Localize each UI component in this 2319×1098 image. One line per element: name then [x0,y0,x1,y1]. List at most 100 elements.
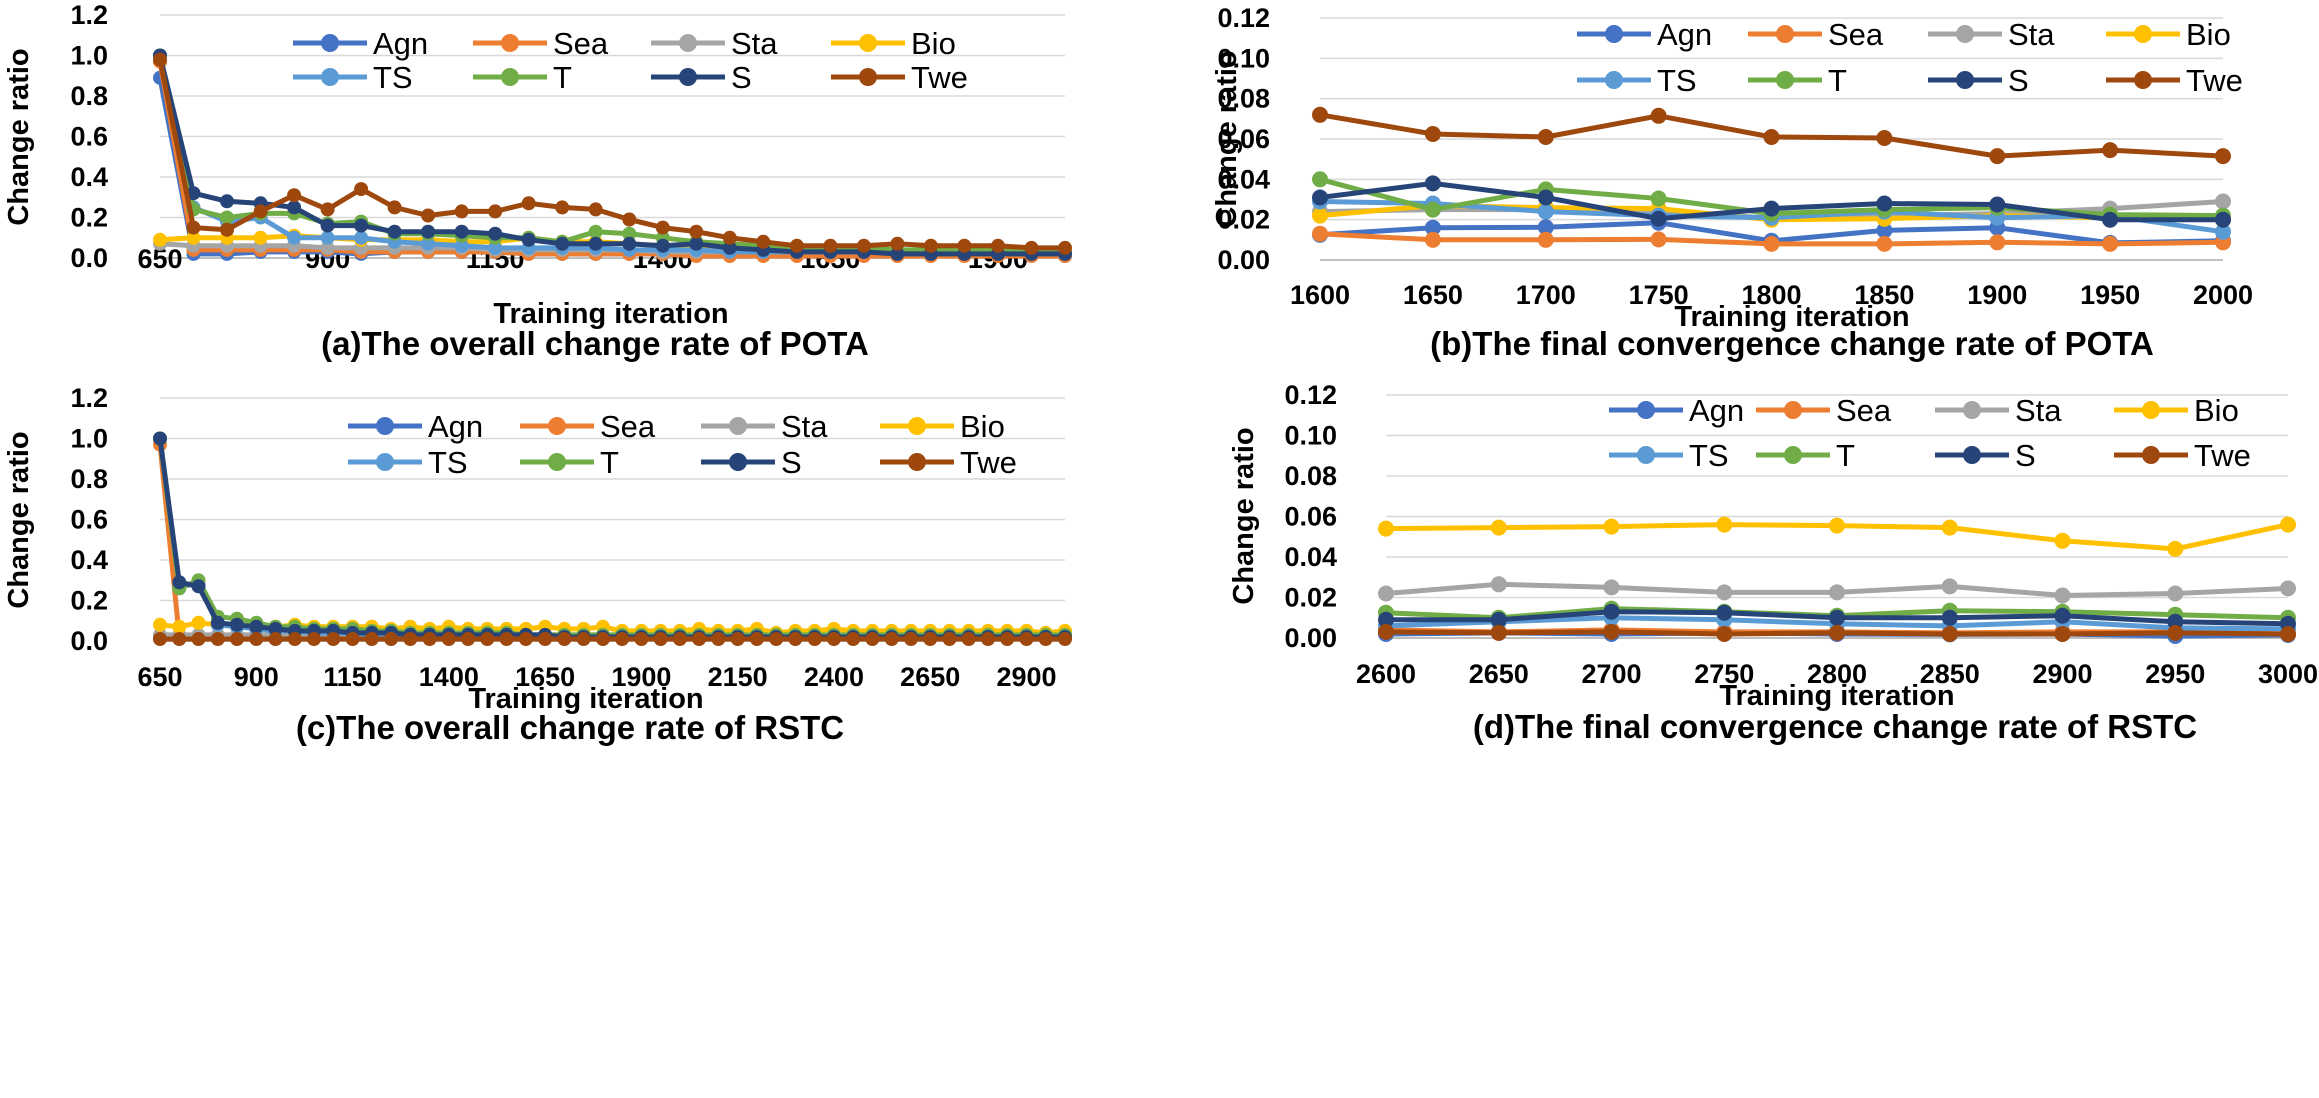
data-point [521,232,536,247]
data-point [220,194,234,209]
data-point [1312,189,1328,206]
y-tick-label: 0.4 [70,545,108,575]
x-tick-label: 1850 [1854,280,1914,310]
y-tick-label: 0.8 [70,464,108,494]
data-point [1829,584,1845,601]
legend-label: T [1836,438,1855,473]
data-point [923,632,938,646]
legend-label: Sta [2015,393,2062,428]
data-point [518,632,533,646]
data-point [1650,231,1667,248]
data-point [364,632,379,646]
data-point [1537,189,1554,206]
legend-label: Sea [600,409,656,444]
data-point [1941,626,1958,642]
series-sta [1378,576,2296,604]
data-point [749,632,764,646]
data-point [2280,580,2296,597]
y-tick-label: 1.0 [70,424,108,454]
y-tick-label: 0.2 [70,203,108,233]
y-tick-label: 0.0 [70,626,108,656]
series-line [157,54,1065,257]
series-twe [153,52,1072,255]
legend-swatch-marker [859,68,877,86]
data-point [588,202,603,217]
data-point [186,230,201,245]
data-point [186,186,201,201]
x-axis-label: Training iteration [1719,680,1954,712]
data-point [191,615,206,630]
data-point [1650,210,1667,227]
data-point [220,210,234,225]
x-tick-label: 2400 [804,662,864,692]
data-point [722,240,737,255]
data-point [488,204,503,219]
x-tick-label: 1800 [1741,280,1801,310]
data-point [253,230,268,245]
data-point [1989,196,2006,213]
y-tick-label: 0.10 [1284,421,1337,451]
data-point [454,238,469,253]
data-point [172,575,187,590]
data-point [230,617,244,632]
data-point [2102,142,2119,159]
data-point [1378,585,1394,602]
legend-swatch-marker [1784,446,1802,464]
data-point [615,632,630,646]
legend-swatch-marker [1776,25,1794,43]
data-point [555,236,570,251]
data-point [2280,626,2296,642]
data-point [403,632,418,646]
data-point [1537,219,1554,236]
chart-caption: (a)The overall change rate of POTA [321,325,869,362]
data-point [1603,518,1620,535]
data-point [890,236,905,251]
legend-swatch-marker [859,34,877,52]
data-point [153,617,167,632]
legend-label: Twe [2194,438,2251,473]
legend-item: Sta [701,409,828,444]
legend-item: Twe [880,445,1017,480]
y-tick-label: 0.06 [1284,502,1337,532]
legend-swatch-marker [321,34,339,52]
data-point [268,632,283,646]
data-point [1650,107,1667,124]
data-point [1716,584,1733,601]
data-point [1424,175,1441,192]
chart-panel-3: 0.0 0.2 0.4 0.6 0.8 1.0 1.2 650 900 1150 1400 1650 1… [3,383,1072,746]
data-point [1603,579,1620,596]
legend-item: Sta [1935,393,2062,428]
x-tick-label: 1600 [1290,280,1350,310]
x-axis-label: Training iteration [1674,301,1909,333]
data-point [1490,576,1507,593]
data-point [1941,609,1958,626]
legend-swatch-marker [1956,25,1974,43]
legend-item: T [1748,63,1847,98]
y-tick-label: 0.2 [70,586,108,616]
series-s [1378,603,2296,632]
data-point [961,632,976,646]
chart-panel-4: 0.00 0.02 0.04 0.06 0.08 0.10 0.12 2600 2650 2700… [1228,380,2318,745]
legend-item: Agn [1577,17,1712,52]
series-bio [1378,516,2296,557]
data-point [2167,624,2184,641]
data-point [1490,624,1507,641]
legend-swatch-marker [2134,25,2152,43]
legend-label: T [553,60,572,95]
legend-item: S [701,445,802,480]
legend-label: Twe [911,60,968,95]
data-point [153,632,167,646]
y-tick-label: 0.00 [1284,623,1337,653]
data-point [421,208,436,223]
legend-item: Agn [293,26,428,61]
legend-label: Agn [1657,17,1712,52]
data-point [1490,611,1507,628]
data-point [249,619,264,634]
legend-label: TS [373,60,413,95]
data-point [923,238,938,253]
data-point [488,240,503,255]
legend-swatch-marker [908,417,926,435]
series-twe [153,632,1072,646]
legend-swatch-marker [679,34,697,52]
